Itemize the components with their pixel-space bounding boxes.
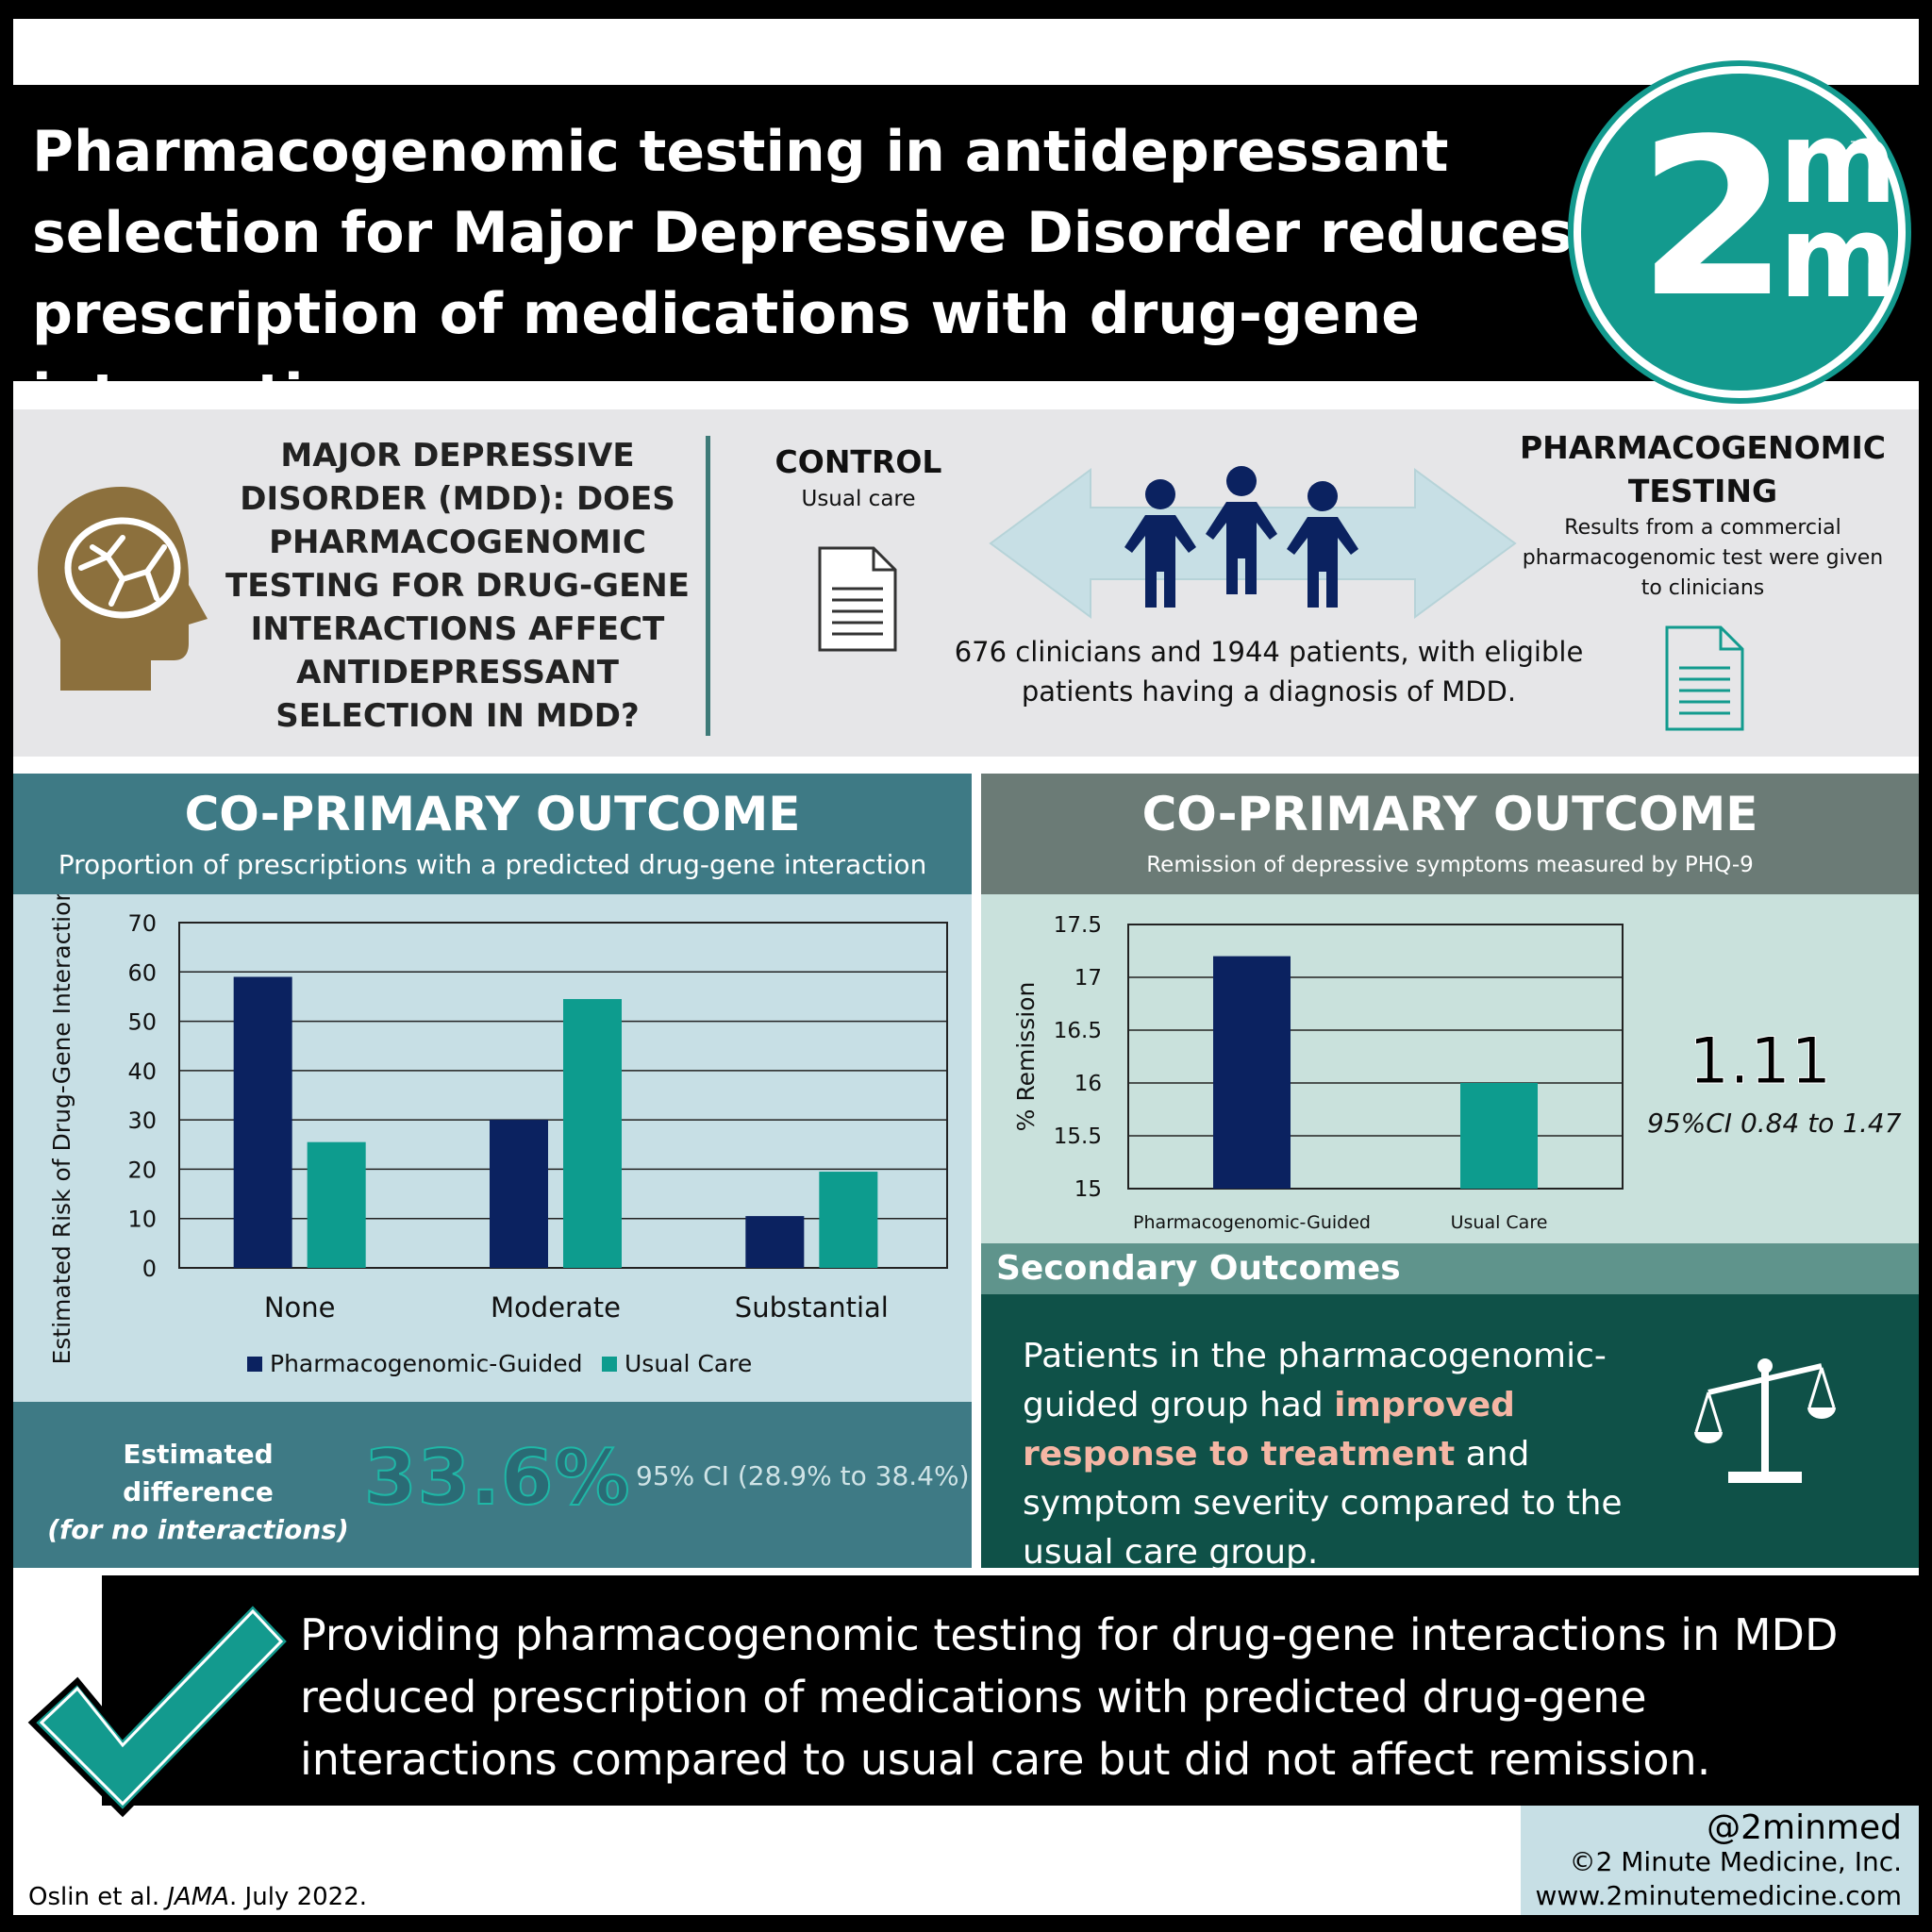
y-tick-label: 20 bbox=[127, 1157, 157, 1183]
twitter-handle: @2minmed bbox=[1707, 1808, 1902, 1847]
y-axis-label: % Remission bbox=[1012, 982, 1040, 1132]
right-outcome-title: CO-PRIMARY OUTCOME bbox=[1141, 787, 1758, 841]
left-outcome-title: CO-PRIMARY OUTCOME bbox=[184, 787, 801, 841]
difference-label-line1: Estimated difference bbox=[123, 1439, 274, 1507]
y-tick-label: 50 bbox=[127, 1009, 157, 1036]
y-tick-label: 17.5 bbox=[1054, 913, 1102, 938]
difference-value: 33.6% bbox=[363, 1433, 631, 1523]
bar-usual bbox=[819, 1172, 878, 1268]
question-prefix: MAJOR DEPRESSIVE DISORDER (MDD): bbox=[240, 437, 635, 518]
odds-ratio-value: 1.11 bbox=[1688, 1024, 1832, 1100]
x-tick-label: Usual Care bbox=[1451, 1212, 1548, 1233]
secondary-outcomes-text: Patients in the pharmacogenomic-guided g… bbox=[1023, 1332, 1664, 1577]
conclusion-text: Providing pharmacogenomic testing for dr… bbox=[300, 1609, 1839, 1785]
remission-chart-panel: 15 15.5 16 16.5 17 17.5 % Remission Pharmacogen… bbox=[981, 894, 1919, 1243]
citation-journal: JAMA bbox=[167, 1883, 230, 1911]
question-text: DOES PHARMACOGENOMIC TESTING FOR DRUG-GE… bbox=[225, 480, 690, 735]
difference-label: Estimated difference (for no interaction… bbox=[47, 1436, 349, 1549]
balance-scale-icon bbox=[1694, 1358, 1836, 1483]
odds-ratio-ci: 95%CI 0.84 to 1.47 bbox=[1647, 1108, 1902, 1139]
brand-logo: 2 m m TM bbox=[1574, 66, 1906, 398]
y-tick-label: 17 bbox=[1074, 966, 1102, 991]
logo-letter-bottom: m bbox=[1779, 192, 1898, 324]
y-tick-label: 0 bbox=[142, 1256, 157, 1282]
y-tick-label: 16 bbox=[1074, 1072, 1102, 1096]
control-arm-title: CONTROL bbox=[774, 443, 942, 480]
bar-usual bbox=[307, 1141, 366, 1268]
infographic-title: Pharmacogenomic testing in antidepressan… bbox=[32, 119, 1573, 428]
credit-box: @2minmed ©2 Minute Medicine, Inc. www.2m… bbox=[1521, 1806, 1919, 1915]
drug-gene-chart-panel: 0 10 20 30 40 50 60 70 Estimated Risk of Drug-Ge… bbox=[13, 825, 972, 1402]
difference-ci: 95% CI (28.9% to 38.4%) bbox=[636, 1460, 970, 1491]
citation-date: . July 2022. bbox=[229, 1883, 368, 1911]
bar-guided bbox=[490, 1120, 548, 1268]
website-link[interactable]: www.2minutemedicine.com bbox=[1535, 1880, 1903, 1911]
plot-area bbox=[1127, 924, 1624, 1190]
document-icon bbox=[818, 546, 897, 652]
legend-label: Usual Care bbox=[625, 1350, 752, 1377]
drug-gene-bar-chart: 0 10 20 30 40 50 60 70 Estimated Risk of Drug-Ge… bbox=[48, 825, 948, 1377]
teal-document-icon bbox=[1665, 625, 1744, 731]
y-tick-label: 15 bbox=[1074, 1177, 1102, 1202]
y-tick-label: 70 bbox=[127, 910, 157, 937]
y-axis-label: Estimated Risk of Drug-Gene Interactions… bbox=[48, 894, 75, 1365]
remission-bar-chart: 15 15.5 16 16.5 17 17.5 % Remission Pharmacogen… bbox=[1012, 913, 1624, 1233]
x-tick-label: None bbox=[264, 1291, 336, 1324]
conclusion-panel bbox=[102, 1575, 1919, 1806]
control-arm-subtitle: Usual care bbox=[801, 487, 916, 511]
difference-label-line2: (for no interactions) bbox=[47, 1514, 349, 1545]
logo-digit: 2 bbox=[1638, 93, 1790, 345]
right-outcome-header: CO-PRIMARY OUTCOME Remission of depressi… bbox=[981, 774, 1919, 894]
citation-authors: Oslin et al. bbox=[28, 1883, 168, 1911]
intervention-arm-subtitle: Results from a commercial pharmacogenomi… bbox=[1522, 516, 1884, 600]
y-tick-label: 10 bbox=[127, 1207, 157, 1233]
vertical-divider bbox=[706, 436, 710, 736]
intervention-arm-title: PHARMACOGENOMIC TESTING bbox=[1519, 429, 1887, 509]
y-tick-label: 40 bbox=[127, 1058, 157, 1085]
citation: Oslin et al. JAMA. July 2022. bbox=[28, 1883, 367, 1911]
secondary-text-part1: Patients in the pharmacogenomic-guided g… bbox=[1023, 1337, 1607, 1424]
legend-swatch bbox=[247, 1357, 262, 1372]
research-question: MAJOR DEPRESSIVE DISORDER (MDD): DOES PH… bbox=[217, 434, 698, 738]
x-tick-label: Substantial bbox=[735, 1291, 889, 1324]
legend-swatch bbox=[602, 1357, 617, 1372]
x-tick-label: Moderate bbox=[491, 1291, 621, 1324]
brain-head-icon bbox=[38, 487, 208, 691]
bar-guided bbox=[745, 1216, 805, 1268]
bar-usual bbox=[1460, 1083, 1538, 1189]
y-tick-label: 15.5 bbox=[1054, 1124, 1102, 1149]
y-tick-label: 60 bbox=[127, 959, 157, 986]
logo-trademark: TM bbox=[1851, 140, 1871, 155]
people-group-icon bbox=[1124, 466, 1358, 608]
study-design-panel bbox=[13, 409, 1919, 757]
bar-guided bbox=[1213, 956, 1291, 1189]
logo-letter-top: m bbox=[1779, 98, 1898, 229]
y-tick-label: 30 bbox=[127, 1108, 157, 1134]
y-tick-label: 16.5 bbox=[1054, 1019, 1102, 1043]
checkmark-icon bbox=[27, 1597, 295, 1818]
copyright-text: ©2 Minute Medicine, Inc. bbox=[1569, 1846, 1902, 1877]
secondary-outcomes-header: Secondary Outcomes bbox=[981, 1243, 1919, 1294]
x-tick-label: Pharmacogenomic-Guided bbox=[1133, 1212, 1371, 1233]
estimated-difference-panel bbox=[13, 1402, 972, 1568]
left-outcome-header: CO-PRIMARY OUTCOME Proportion of prescri… bbox=[13, 774, 972, 894]
right-outcome-subtitle: Remission of depressive symptoms measure… bbox=[1146, 853, 1754, 877]
secondary-outcomes-panel: Patients in the pharmacogenomic-guided g… bbox=[981, 1294, 1919, 1572]
population-text: 676 clinicians and 1944 patients, with e… bbox=[954, 636, 1584, 708]
credit-text: @2minmed ©2 Minute Medicine, Inc. www.2m… bbox=[1521, 1808, 1903, 1913]
bar-guided bbox=[233, 976, 292, 1268]
bar-usual bbox=[563, 999, 622, 1268]
secondary-outcomes-title: Secondary Outcomes bbox=[996, 1249, 1401, 1288]
secondary-highlight: improved response to treatment bbox=[1023, 1386, 1515, 1474]
secondary-text-part2: and symptom severity compared to the usu… bbox=[1023, 1435, 1623, 1572]
legend-label: Pharmacogenomic-Guided bbox=[270, 1350, 582, 1377]
left-outcome-subtitle: Proportion of prescriptions with a predi… bbox=[58, 849, 927, 880]
